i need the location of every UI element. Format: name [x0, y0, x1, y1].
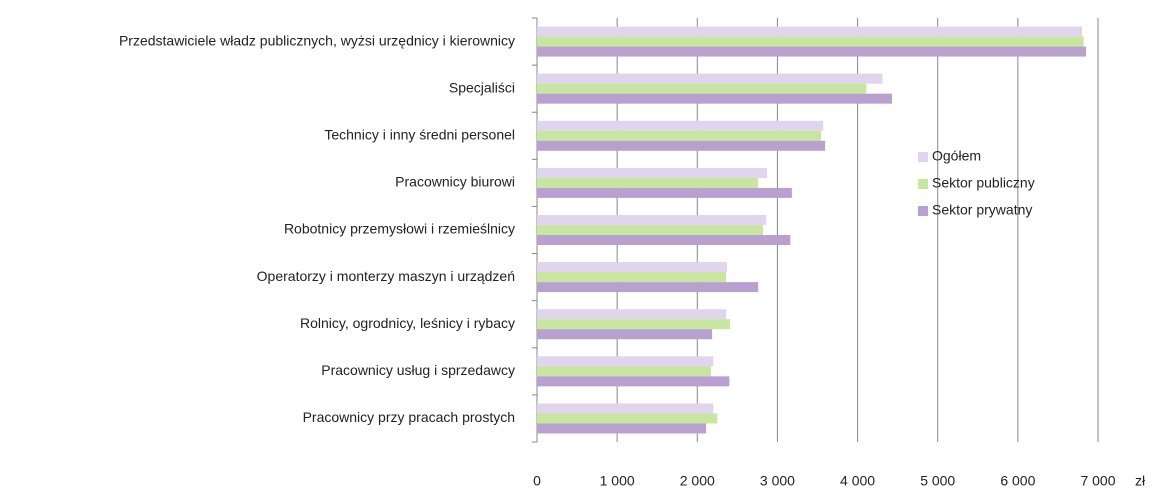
legend-label: Sektor prywatny [932, 202, 1032, 218]
x-tick-label: 5 000 [920, 473, 955, 489]
bar [537, 167, 768, 178]
bar [537, 272, 727, 283]
bar [537, 130, 822, 141]
bar [537, 120, 824, 131]
bar [537, 83, 867, 94]
legend-swatch [918, 206, 928, 216]
y-tick-label: Specjaliści [449, 79, 515, 95]
y-tick-label: Robotnicy przemysłowi i rzemieślnicy [284, 221, 515, 237]
bar [537, 46, 1086, 57]
y-tick-label: Operatorzy i monterzy maszyn i urządzeń [257, 268, 515, 284]
y-tick-label: Przedstawiciele władz publicznych, wyżsi… [119, 32, 515, 48]
bar [537, 235, 791, 245]
x-unit-label: zł [1135, 473, 1146, 489]
y-tick-label: Pracownicy usług i sprzedawcy [321, 362, 515, 378]
bar [537, 140, 826, 151]
legend-label: Sektor publiczny [932, 175, 1035, 191]
x-tick-label: 3 000 [760, 473, 795, 489]
bar [537, 93, 893, 104]
x-tick-label: 2 000 [680, 473, 715, 489]
bar [537, 187, 792, 198]
bar [537, 36, 1084, 47]
bar [537, 309, 727, 320]
y-tick-label: Technicy i inny średni personel [324, 126, 515, 142]
bar [537, 403, 714, 414]
bar [537, 282, 759, 293]
bar [537, 262, 727, 273]
x-tick-label: 4 000 [840, 473, 875, 489]
bar [537, 177, 759, 188]
bar [537, 26, 1082, 37]
bar [537, 319, 731, 330]
bar [537, 413, 718, 424]
bar [537, 376, 730, 387]
x-tick-label: 6 000 [1000, 473, 1035, 489]
bar [537, 423, 707, 434]
legend-swatch [918, 179, 928, 189]
x-tick-label: 0 [533, 473, 541, 489]
y-tick-label: Pracownicy przy pracach prostych [303, 409, 515, 425]
y-tick-label: Rolnicy, ogrodnicy, leśnicy i rybacy [300, 315, 515, 331]
x-tick-label: 7 000 [1080, 473, 1115, 489]
bar [537, 329, 713, 340]
bar [537, 356, 714, 367]
y-tick-label: Pracownicy biurowi [395, 174, 515, 190]
x-tick-label: 1 000 [600, 473, 635, 489]
bar [537, 215, 767, 225]
legend-swatch [918, 152, 928, 162]
bar [537, 366, 711, 377]
legend-label: Ogółem [932, 148, 981, 164]
bar [537, 73, 883, 84]
bar [537, 225, 764, 235]
